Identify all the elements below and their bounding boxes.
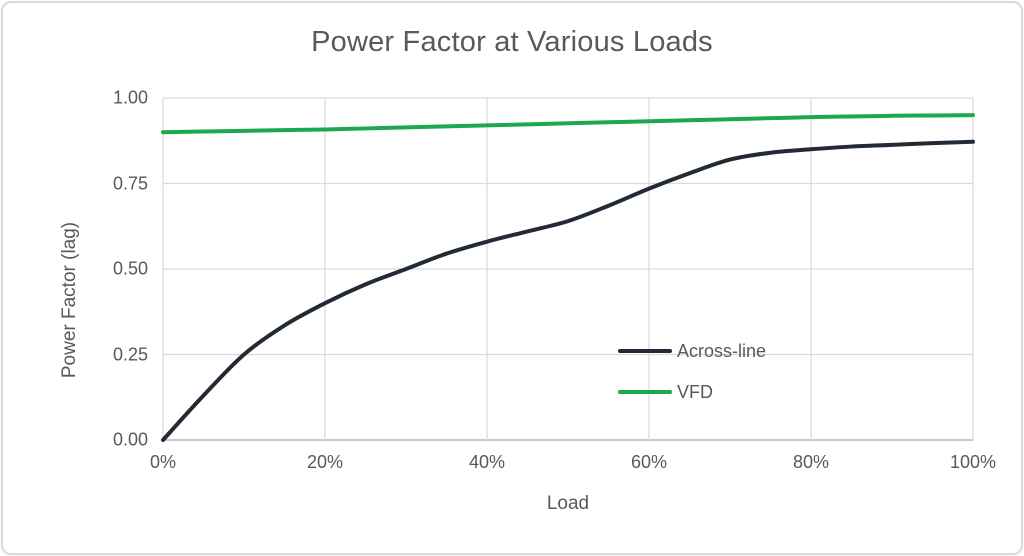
x-axis-title: Load xyxy=(546,493,590,514)
legend-item-across-line: Across-line xyxy=(618,339,766,363)
x-tick-label: 100% xyxy=(949,452,997,472)
across-line-swatch-icon xyxy=(618,349,672,353)
x-tick-label: 80% xyxy=(792,452,830,472)
y-tick-label: 0.75 xyxy=(112,173,148,193)
legend: Across-line VFD xyxy=(618,339,766,404)
x-tick-label: 40% xyxy=(468,452,506,472)
x-tick-label: 60% xyxy=(630,452,668,472)
series-line-across-line xyxy=(161,139,975,442)
x-tick-label: 0% xyxy=(149,452,176,472)
y-tick-label: 1.00 xyxy=(112,87,148,108)
y-tick-label: 0.00 xyxy=(112,429,148,450)
y-tick-label: 0.50 xyxy=(112,258,148,279)
legend-label-across-line: Across-line xyxy=(677,340,767,361)
y-tick-label: 0.25 xyxy=(112,344,148,364)
y-axis-title: Power Factor (lag) xyxy=(59,221,80,379)
legend-item-vfd: VFD xyxy=(618,380,766,404)
x-tick-label: 20% xyxy=(306,452,344,472)
vfd-swatch-icon xyxy=(618,390,672,394)
legend-label-vfd: VFD xyxy=(677,381,713,402)
chart-title: Power Factor at Various Loads xyxy=(311,26,713,58)
series-line-vfd xyxy=(161,113,975,135)
